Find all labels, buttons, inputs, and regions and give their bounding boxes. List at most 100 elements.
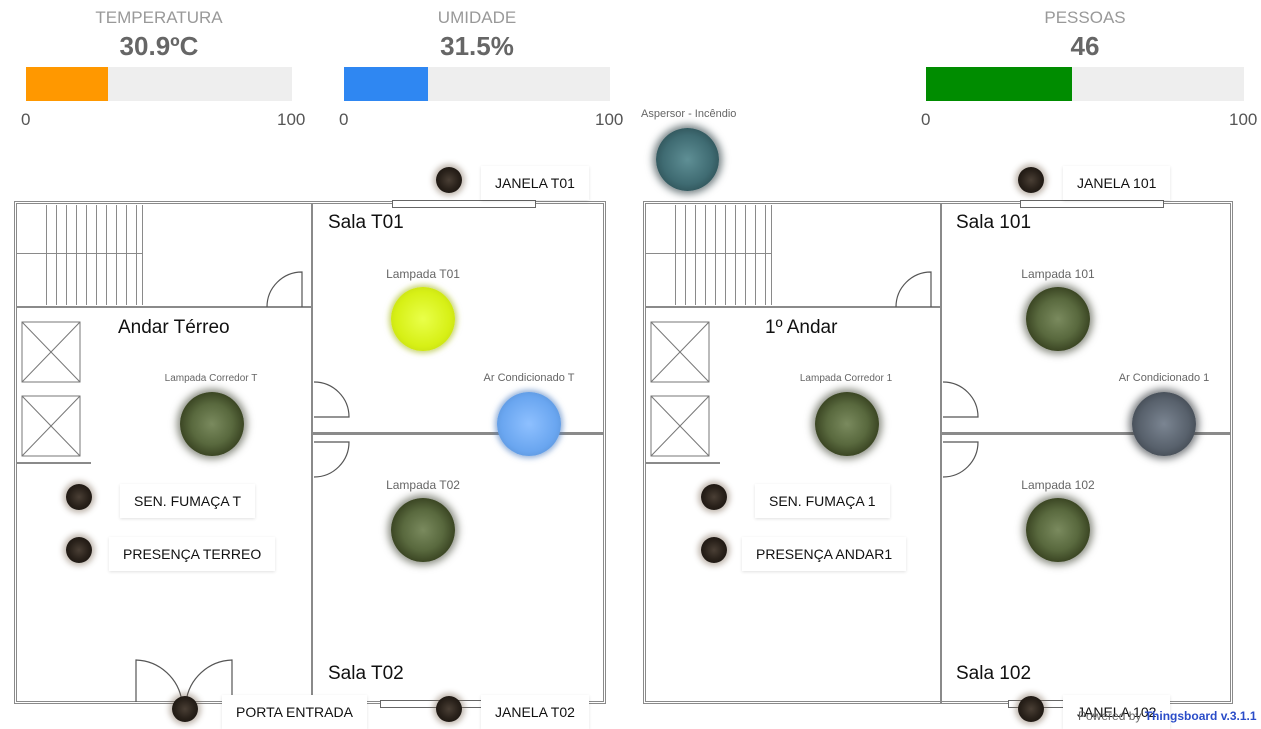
stair-step bbox=[126, 205, 127, 305]
gauge-value: 46 bbox=[1070, 31, 1100, 61]
gauge-title: TEMPERATURA bbox=[95, 8, 223, 27]
sprinkler-indicator[interactable] bbox=[656, 128, 719, 191]
window-icon bbox=[1020, 200, 1164, 208]
gauge-fill bbox=[344, 67, 428, 101]
lamp-101-indicator[interactable] bbox=[1026, 287, 1090, 351]
window-t01-label: JANELA T01 bbox=[481, 166, 589, 200]
gauge-value: 30.9ºC bbox=[119, 31, 199, 61]
smoke-sensor-t-indicator[interactable] bbox=[66, 484, 92, 510]
room-divider bbox=[942, 432, 1231, 435]
floor-label-ground: Andar Térreo bbox=[118, 317, 230, 338]
lamp-label: Lampada T01 bbox=[386, 267, 460, 281]
lamp-102-indicator[interactable] bbox=[1026, 498, 1090, 562]
stair-step bbox=[725, 205, 726, 305]
door-icon bbox=[266, 271, 303, 308]
stair-step bbox=[56, 205, 57, 305]
window-icon bbox=[392, 200, 536, 208]
stair-step bbox=[136, 205, 137, 305]
gauge-min: 0 bbox=[339, 110, 349, 129]
stair-step bbox=[106, 205, 107, 305]
lamp-label: Lampada Corredor 1 bbox=[799, 373, 893, 384]
gauge-min: 0 bbox=[21, 110, 31, 129]
gauge-fill bbox=[926, 67, 1073, 101]
divider-wall bbox=[940, 203, 942, 703]
lamp-label: Lampada T02 bbox=[386, 478, 460, 492]
window-102-label: JANELA 102 bbox=[1063, 695, 1171, 729]
stair-step bbox=[96, 205, 97, 305]
stair-step bbox=[755, 205, 756, 305]
window-101-label: JANELA 101 bbox=[1063, 166, 1171, 200]
stair-step bbox=[745, 205, 746, 305]
lamp-t01-indicator[interactable] bbox=[391, 287, 455, 351]
lamp-corridor-t-indicator[interactable] bbox=[180, 392, 244, 456]
gauge-max: 100 bbox=[595, 110, 624, 129]
entrance-door-icon bbox=[135, 659, 233, 703]
stair-step bbox=[695, 205, 696, 305]
room-divider bbox=[313, 432, 603, 435]
window-t02-indicator[interactable] bbox=[436, 696, 462, 722]
gauge-track bbox=[926, 67, 1244, 101]
sprinkler-label: Aspersor - Incêndio bbox=[641, 108, 737, 120]
entrance-door-indicator[interactable] bbox=[172, 696, 198, 722]
stair-wall bbox=[16, 306, 312, 308]
elevator-icon bbox=[650, 321, 710, 457]
door-icon bbox=[942, 381, 979, 418]
stair-step bbox=[116, 205, 117, 305]
gauge-track bbox=[344, 67, 610, 101]
smoke-sensor-t-label: SEN. FUMAÇA T bbox=[120, 484, 256, 518]
entrance-door-label: PORTA ENTRADA bbox=[222, 695, 367, 729]
window-101-indicator[interactable] bbox=[1018, 167, 1044, 193]
stair-wall bbox=[645, 306, 941, 308]
presence-terreo-label: PRESENÇA TERREO bbox=[109, 537, 276, 571]
lamp-label: Lampada Corredor T bbox=[164, 373, 258, 384]
room-label-101: Sala 101 bbox=[956, 212, 1032, 233]
elevator-wall bbox=[645, 462, 720, 464]
gauge-max: 100 bbox=[277, 110, 306, 129]
stair-step bbox=[66, 205, 67, 305]
elevator-icon bbox=[21, 321, 81, 457]
stair-step bbox=[765, 205, 766, 305]
stair-line bbox=[645, 253, 772, 254]
stair-step bbox=[715, 205, 716, 305]
lamp-t02-indicator[interactable] bbox=[391, 498, 455, 562]
powered-by: Powered by Thingsboard v.3.1.1 bbox=[1078, 709, 1257, 723]
stair-step bbox=[46, 205, 47, 305]
powered-by-link[interactable]: Thingsboard v.3.1.1 bbox=[1144, 709, 1257, 723]
door-icon bbox=[895, 271, 932, 308]
lamp-label: Lampada 101 bbox=[1021, 267, 1095, 281]
gauge-fill bbox=[26, 67, 109, 101]
door-icon bbox=[942, 441, 979, 478]
smoke-sensor-1-indicator[interactable] bbox=[701, 484, 727, 510]
stair-step bbox=[705, 205, 706, 305]
ac-label: Ar Condicionado T bbox=[483, 372, 575, 384]
gauge-track bbox=[26, 67, 292, 101]
stair-step bbox=[675, 205, 676, 305]
presence-andar1-label: PRESENÇA ANDAR1 bbox=[742, 537, 907, 571]
window-t01-indicator[interactable] bbox=[436, 167, 462, 193]
powered-by-prefix: Powered by bbox=[1078, 709, 1145, 723]
window-t02-label: JANELA T02 bbox=[481, 695, 589, 729]
floor-label-first: 1º Andar bbox=[765, 317, 838, 338]
outer-wall bbox=[643, 201, 1233, 704]
presence-andar1-indicator[interactable] bbox=[701, 537, 727, 563]
divider-wall bbox=[311, 203, 313, 703]
room-label-t01: Sala T01 bbox=[328, 212, 404, 233]
window-102-indicator[interactable] bbox=[1018, 696, 1044, 722]
ac-t-indicator[interactable] bbox=[497, 392, 561, 456]
stair-step bbox=[76, 205, 77, 305]
room-label-t02: Sala T02 bbox=[328, 663, 404, 684]
gauge-title: PESSOAS bbox=[1044, 8, 1126, 27]
gauge-value: 31.5% bbox=[440, 31, 514, 61]
stair-line bbox=[16, 253, 143, 254]
stair-step bbox=[685, 205, 686, 305]
gauge-min: 0 bbox=[921, 110, 931, 129]
lamp-corridor-1-indicator[interactable] bbox=[815, 392, 879, 456]
elevator-wall bbox=[16, 462, 91, 464]
door-icon bbox=[313, 441, 350, 478]
ac-1-indicator[interactable] bbox=[1132, 392, 1196, 456]
ac-label: Ar Condicionado 1 bbox=[1118, 372, 1210, 384]
lamp-label: Lampada 102 bbox=[1021, 478, 1095, 492]
presence-terreo-indicator[interactable] bbox=[66, 537, 92, 563]
gauge-max: 100 bbox=[1229, 110, 1258, 129]
stair-step bbox=[86, 205, 87, 305]
